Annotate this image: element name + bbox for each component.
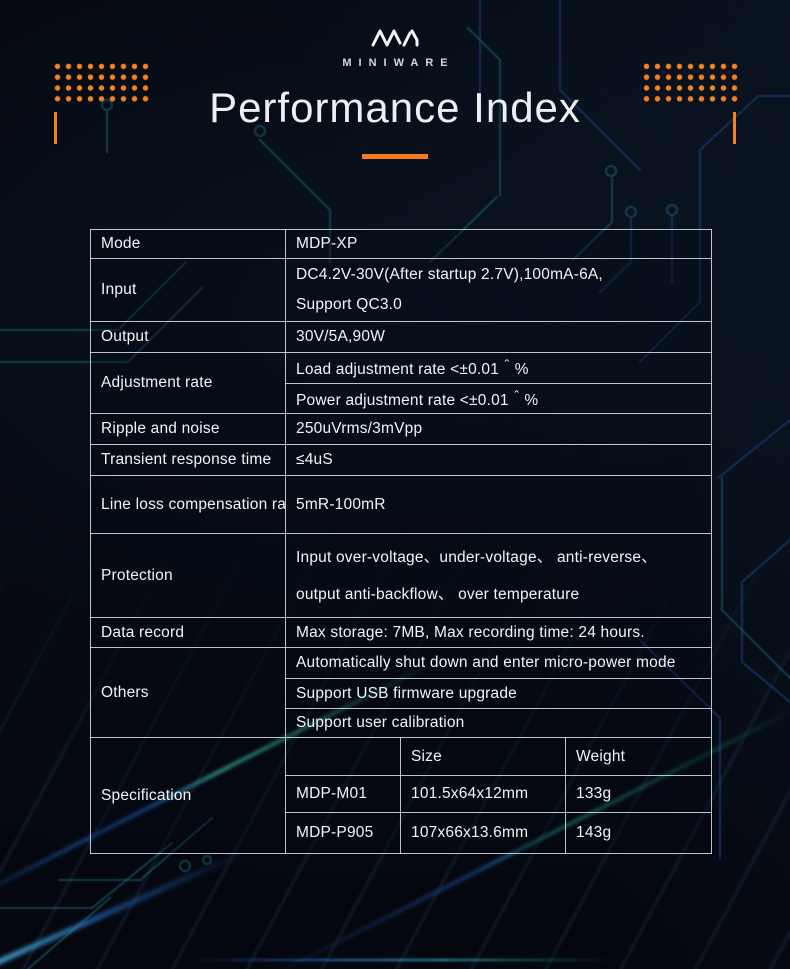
spec-col-size-header: Size — [400, 737, 566, 776]
mode-value: MDP-XP — [285, 229, 712, 259]
line-loss-label: Line loss compensation range — [90, 475, 286, 534]
input-label: Input — [90, 258, 286, 322]
row-others-3: Support user calibration — [91, 708, 712, 738]
spec-table: Mode MDP-XP Input DC4.2V-30V(After start… — [90, 229, 712, 854]
accent-line-right — [733, 112, 736, 144]
row-others: Others Automatically shut down and enter… — [90, 647, 712, 738]
protection-value-line1: Input over-voltage、under-voltage、 anti-r… — [296, 548, 657, 566]
row-ripple-noise: Ripple and noise 250uVrms/3mVpp — [90, 413, 712, 445]
product2-size: 107x66x13.6mm — [400, 812, 566, 854]
row-adjustment-rate-2: Power adjustment rate <±0.01＾% — [91, 383, 712, 414]
brand-name: MINIWARE — [342, 57, 455, 69]
row-protection: Protection Input over-voltage、under-volt… — [90, 533, 712, 618]
load-adjustment-value: Load adjustment rate <±0.01＾% — [285, 352, 712, 384]
row-others-2: Support USB firmware upgrade — [91, 678, 712, 709]
output-label: Output — [90, 321, 286, 353]
product1-model: MDP-M01 — [285, 775, 401, 813]
row-adjustment-rate: Adjustment rate Load adjustment rate <±0… — [90, 352, 712, 414]
product2-weight: 143g — [565, 812, 712, 854]
accent-line-left — [54, 112, 57, 144]
row-input: Input DC4.2V-30V(After startup 2.7V),100… — [90, 258, 712, 322]
miniware-logo-icon — [371, 29, 419, 47]
output-value: 30V/5A,90W — [285, 321, 712, 353]
row-mode: Mode MDP-XP — [90, 229, 712, 259]
row-product-mdp-m01: MDP-M01 101.5x64x12mm 133g — [91, 775, 712, 813]
spec-col-weight-header: Weight — [565, 737, 712, 776]
row-output: Output 30V/5A,90W — [90, 321, 712, 353]
input-value: DC4.2V-30V(After startup 2.7V),100mA-6A,… — [285, 258, 712, 322]
others-value-3: Support user calibration — [285, 708, 712, 738]
page-title: Performance Index — [209, 84, 581, 131]
row-data-record: Data record Max storage: 7MB, Max record… — [90, 617, 712, 648]
others-value-2: Support USB firmware upgrade — [285, 678, 712, 709]
spec-col-model-header — [285, 737, 401, 776]
transient-response-value: ≤4uS — [285, 444, 712, 476]
ripple-noise-label: Ripple and noise — [90, 413, 286, 445]
protection-value: Input over-voltage、under-voltage、 anti-r… — [285, 533, 712, 618]
title-underline — [362, 154, 428, 159]
mode-label: Mode — [90, 229, 286, 259]
product2-model: MDP-P905 — [285, 812, 401, 854]
row-specification-header: Specification Size Weight — [90, 737, 712, 854]
row-transient-response: Transient response time ≤4uS — [90, 444, 712, 476]
line-loss-value: 5mR-100mR — [285, 475, 712, 534]
bottom-glow-line — [185, 959, 615, 961]
ripple-noise-value: 250uVrms/3mVpp — [285, 413, 712, 445]
protection-value-line2: output anti-backflow、 over temperature — [296, 585, 580, 603]
data-record-value: Max storage: 7MB, Max recording time: 24… — [285, 617, 712, 648]
protection-label: Protection — [90, 533, 286, 618]
row-line-loss: Line loss compensation range 5mR-100mR — [90, 475, 712, 534]
brand-header: MINIWARE — [0, 26, 790, 69]
dot-grid-left — [52, 61, 149, 104]
dot-grid-right — [641, 61, 738, 104]
others-value-1: Automatically shut down and enter micro-… — [285, 647, 712, 679]
others-label: Others — [90, 647, 286, 738]
adjustment-rate-label: Adjustment rate — [90, 352, 286, 414]
row-product-mdp-p905: MDP-P905 107x66x13.6mm 143g — [91, 812, 712, 854]
power-adjustment-value: Power adjustment rate <±0.01＾% — [285, 383, 712, 414]
input-value-line2: Support QC3.0 — [296, 296, 402, 313]
product1-weight: 133g — [565, 775, 712, 813]
product1-size: 101.5x64x12mm — [400, 775, 566, 813]
input-value-line1: DC4.2V-30V(After startup 2.7V),100mA-6A, — [296, 266, 603, 283]
transient-response-label: Transient response time — [90, 444, 286, 476]
data-record-label: Data record — [90, 617, 286, 648]
specification-label: Specification — [90, 737, 286, 854]
